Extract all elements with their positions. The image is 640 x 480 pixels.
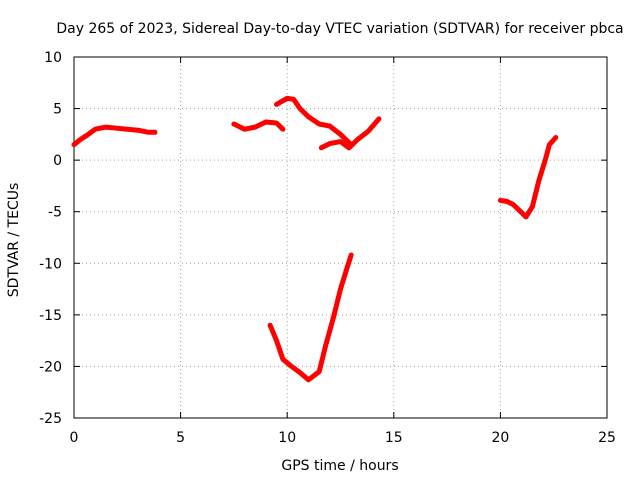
y-tick-label: -25 <box>39 411 62 427</box>
y-tick-label: -10 <box>39 256 62 272</box>
y-axis-label: SDTVAR / TECUs <box>6 183 22 298</box>
y-tick-label: 5 <box>53 102 62 118</box>
y-tick-label: -20 <box>39 359 62 375</box>
series-segment-1 <box>71 124 158 148</box>
y-tick-label: -15 <box>39 308 62 324</box>
x-tick-label: 10 <box>278 430 296 446</box>
plot-frame <box>73 56 608 419</box>
y-tick-label: -5 <box>48 205 62 221</box>
x-tick-label: 25 <box>598 430 616 446</box>
series-segment-4 <box>318 116 382 151</box>
series-segment-3 <box>274 95 354 148</box>
series-segment-2 <box>231 119 286 132</box>
y-tick-label: 10 <box>44 50 62 66</box>
y-tick-label: 0 <box>53 153 62 169</box>
x-tick-labels: 0 5 10 15 20 25 <box>70 430 616 446</box>
x-tick-label: 5 <box>176 430 185 446</box>
series-segment-6 <box>497 135 559 220</box>
x-tick-label: 0 <box>70 430 79 446</box>
y-tick-labels: -25 -20 -15 -10 -5 0 5 10 <box>39 50 62 427</box>
x-tick-label: 15 <box>385 430 403 446</box>
data-series <box>71 95 559 383</box>
grid <box>74 57 607 418</box>
tick-marks <box>73 56 608 419</box>
x-axis-label: GPS time / hours <box>281 458 398 474</box>
series-segment-5 <box>267 252 354 383</box>
chart-title: Day 265 of 2023, Sidereal Day-to-day VTE… <box>56 21 623 37</box>
x-tick-label: 20 <box>491 430 509 446</box>
